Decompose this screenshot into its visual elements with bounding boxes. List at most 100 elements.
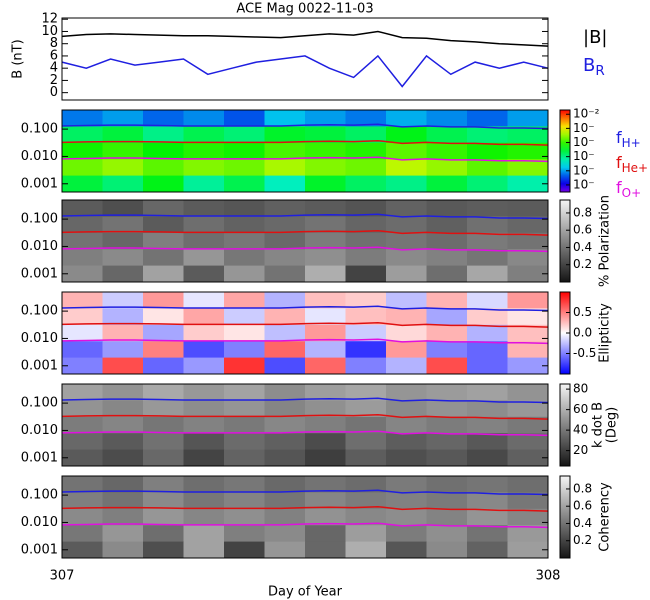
legend-entry: |B| (583, 27, 607, 48)
data-line (61, 413, 549, 420)
heatmap-cell (264, 324, 306, 342)
heatmap-cell (102, 265, 144, 283)
heatmap-cell (62, 508, 103, 526)
heatmap-cell (467, 126, 508, 144)
heatmap-cell (305, 200, 346, 217)
heatmap-cell (345, 142, 387, 160)
heatmap-cell (386, 508, 427, 526)
heatmap-cell (426, 292, 468, 309)
heatmap-cell (143, 110, 184, 127)
heatmap-cell (507, 200, 549, 217)
heatmap-cell (143, 508, 184, 526)
heatmap-cell (507, 476, 549, 493)
heatmap-cell (507, 416, 549, 434)
heatmap-cell (426, 384, 468, 401)
heatmap-cell (143, 159, 184, 177)
y-tick-label: 0.100 (21, 396, 58, 411)
colorbar (559, 199, 571, 283)
heatmap-cell (345, 232, 387, 250)
heatmap-cell (426, 159, 468, 177)
heatmap-cell (143, 433, 184, 451)
heatmap-cell (183, 324, 225, 342)
heatmap-cell (345, 292, 387, 309)
colorbar-tick-label: 0.6 (573, 223, 592, 237)
heatmap-cell (345, 433, 387, 451)
y-tick-label: 0.010 (21, 515, 58, 530)
heatmap-cell (426, 492, 468, 510)
heatmap-cell (183, 449, 225, 467)
heatmap-cell (426, 341, 468, 359)
heatmap-cell (143, 492, 184, 510)
heatmap-cell (264, 175, 306, 193)
colorbar-tick-label: 0.2 (573, 533, 592, 547)
heatmap-cell (143, 265, 184, 283)
heatmap-cell (305, 175, 346, 193)
heatmap-cell (62, 492, 103, 510)
heatmap-cell (507, 216, 549, 234)
heatmap-cell (305, 449, 346, 467)
heatmap-cell (426, 249, 468, 267)
heatmap-cell (507, 400, 549, 418)
heatmap-cell (102, 492, 144, 510)
heatmap-cell (183, 308, 225, 326)
heatmap-cell (183, 142, 225, 160)
heatmap-cell (386, 541, 427, 559)
heatmap-cell (143, 308, 184, 326)
colorbar-tick-label: 10⁻ (573, 121, 595, 135)
y-tick-label: 0.001 (21, 358, 58, 373)
legend-entry: fHe+ (616, 153, 648, 175)
heatmap-cell (507, 175, 549, 193)
heatmap-cell (305, 142, 346, 160)
heatmap-cell (386, 400, 427, 418)
heatmap-cell (102, 357, 144, 375)
y-tick-label: 0.010 (21, 149, 58, 164)
heatmap-cell (102, 433, 144, 451)
colorbar-tick-label: 0.5 (573, 305, 592, 319)
y-tick-label: 8 (50, 36, 58, 51)
heatmap-cell (264, 142, 306, 160)
heatmap-cell (183, 433, 225, 451)
heatmap-cell (183, 292, 225, 309)
y-tick-label: 0.010 (21, 423, 58, 438)
heatmap-cell (102, 200, 144, 217)
heatmap-cell (386, 249, 427, 267)
heatmap-cell (386, 492, 427, 510)
heatmap-cell (143, 525, 184, 543)
heatmap-cell (467, 341, 508, 359)
heatmap-cell (143, 142, 184, 160)
heatmap-cell (143, 126, 184, 144)
heatmap-cell (224, 175, 265, 193)
colorbar-tick-label: 10⁻² (573, 107, 600, 121)
heatmap-cell (102, 292, 144, 309)
data-line (61, 156, 549, 163)
heatmap-cell (62, 308, 103, 326)
x-tick-label: 307 (50, 569, 75, 584)
colorbar-tick-label: 0.8 (573, 205, 592, 219)
heatmap-cell (183, 541, 225, 559)
colorbar-tick-label: -0.5 (573, 346, 596, 360)
heatmap-cell (305, 341, 346, 359)
heatmap-cell (102, 126, 144, 144)
heatmap-cell (224, 126, 265, 144)
heatmap-cell (62, 142, 103, 160)
heatmap-cell (507, 433, 549, 451)
heatmap-cell (345, 265, 387, 283)
colorbar-tick-label: 0.0 (573, 326, 592, 340)
y-tick-label: 10 (41, 24, 58, 39)
heatmap-cell (386, 416, 427, 434)
data-line (61, 522, 549, 529)
heatmap-cell (426, 308, 468, 326)
heatmap-cell (264, 341, 306, 359)
heatmap-cell (143, 384, 184, 401)
y-axis-label: B (nT) (11, 39, 26, 78)
heatmap-cell (386, 324, 427, 342)
heatmap-cell (264, 110, 306, 127)
heatmap-cell (305, 384, 346, 401)
heatmap-cell (224, 232, 265, 250)
data-line (61, 246, 549, 253)
data-line (61, 30, 549, 47)
heatmap-cell (183, 216, 225, 234)
heatmap-cell (467, 508, 508, 526)
heatmap-cell (102, 232, 144, 250)
